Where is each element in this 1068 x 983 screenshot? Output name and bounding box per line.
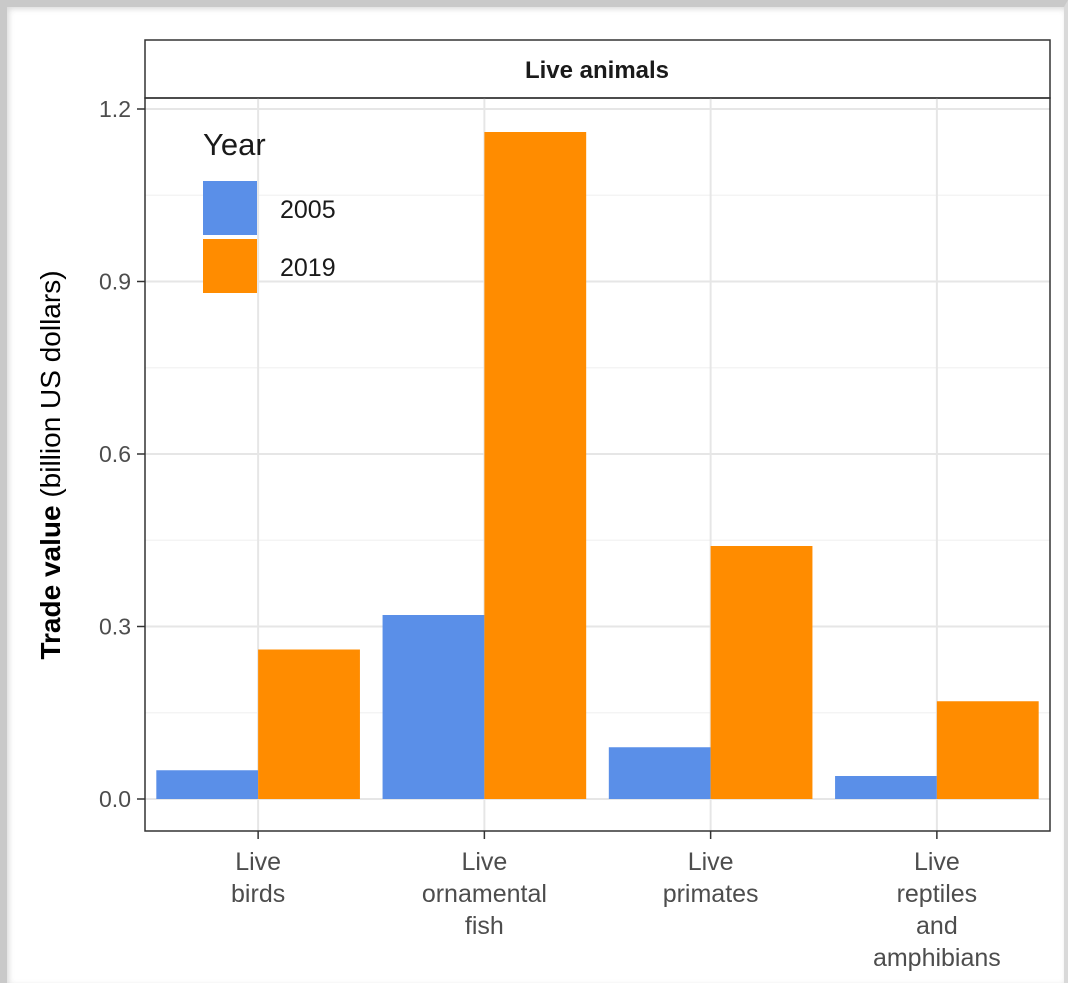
- x-tick-label-line: Live: [688, 848, 734, 876]
- x-tick-label: Live reptiles and amphibians: [873, 848, 1001, 972]
- y-axis-label: Trade value (billion US dollars): [35, 270, 66, 659]
- chart-title: Live animals: [525, 57, 669, 84]
- x-tick-label-line: amphibians: [873, 944, 1001, 972]
- x-tick-label-line: Live: [235, 848, 281, 876]
- x-tick-label-line: ornamental: [422, 880, 547, 908]
- y-tick-label: 0.0: [99, 786, 131, 812]
- legend-key-2005: [203, 181, 257, 235]
- bar-2019-1: [484, 132, 587, 799]
- x-tick-label-line: Live: [461, 848, 507, 876]
- y-axis-label-bold: Trade value: [35, 505, 66, 659]
- x-tick-label: Live birds: [231, 848, 285, 908]
- plot-panel-border: [144, 97, 1051, 832]
- y-tick-label: 0.6: [99, 441, 131, 467]
- x-tick-label-line: birds: [231, 880, 285, 908]
- legend-label-2005: 2005: [280, 196, 336, 224]
- bars: [156, 132, 1039, 799]
- x-tick-label-line: and: [916, 912, 958, 940]
- x-tick-label-line: fish: [465, 912, 504, 940]
- legend-label-2019: 2019: [280, 254, 336, 282]
- y-tick-label: 0.9: [99, 269, 131, 295]
- bar-2005-3: [835, 776, 937, 799]
- bar-2005-0: [156, 770, 259, 799]
- x-tick-label-line: primates: [663, 880, 759, 908]
- bar-2005-1: [382, 615, 485, 799]
- y-tick-label: 1.2: [99, 96, 131, 122]
- x-tick-label: Live ornamental fish: [422, 848, 547, 940]
- y-axis-label-unit: (billion US dollars): [35, 270, 66, 505]
- bar-2019-3: [936, 701, 1039, 799]
- x-tick-label-line: Live: [914, 848, 960, 876]
- x-tick-label: Live primates: [663, 848, 759, 908]
- bar-2019-2: [710, 546, 813, 799]
- y-tick-label: 0.3: [99, 614, 131, 640]
- legend-title: Year: [203, 127, 266, 162]
- legend-key-2019: [203, 239, 257, 293]
- x-tick-label-line: reptiles: [897, 880, 978, 908]
- y-axis: 0.0 0.3 0.6 0.9 1.2: [99, 96, 145, 812]
- legend: Year 2005 2019: [203, 127, 336, 293]
- bar-2019-0: [258, 649, 360, 799]
- bar-2005-2: [608, 747, 711, 799]
